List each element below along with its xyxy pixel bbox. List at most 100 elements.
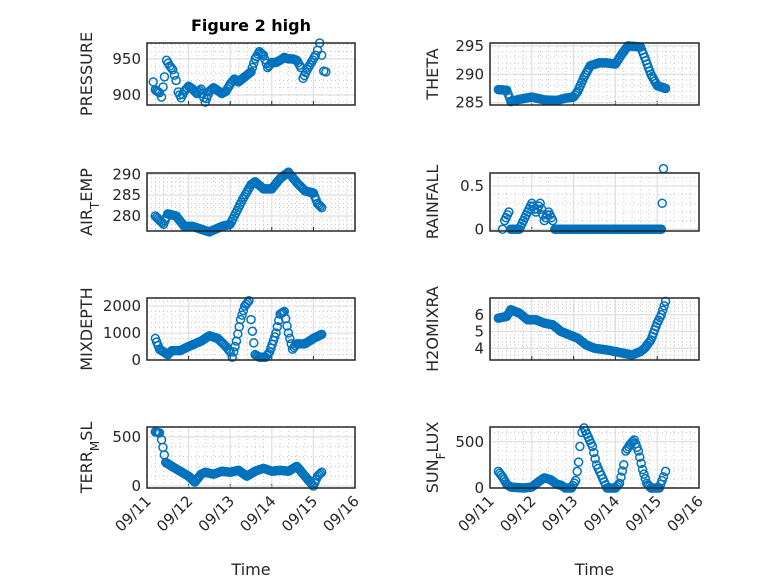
y-axis-label: SUNFLUX bbox=[423, 422, 448, 494]
data-point bbox=[660, 466, 671, 477]
data-point bbox=[228, 347, 239, 357]
data-point bbox=[247, 326, 258, 336]
x-tick-label: 09/15 bbox=[278, 492, 321, 535]
data-point bbox=[272, 322, 283, 332]
chart-title: Figure 2 high bbox=[191, 16, 311, 35]
x-axis-label: Time bbox=[230, 560, 270, 579]
y-tick-label: 2000 bbox=[103, 297, 141, 315]
y-tick-label: 0 bbox=[131, 351, 141, 369]
axes-box bbox=[146, 297, 356, 361]
y-axis-label: MIXDEPTH bbox=[77, 287, 96, 370]
y-tick-label: 500 bbox=[112, 428, 141, 446]
data-point bbox=[271, 328, 281, 338]
axes-box bbox=[489, 172, 700, 232]
y-axis-label: THETA bbox=[423, 48, 442, 100]
data-point bbox=[619, 460, 629, 470]
scatter-series bbox=[150, 167, 327, 237]
scatter-series bbox=[150, 295, 327, 363]
data-point bbox=[538, 210, 548, 220]
scatter-series bbox=[148, 38, 331, 107]
data-point bbox=[660, 83, 671, 94]
data-point bbox=[635, 452, 645, 462]
scatter-series bbox=[150, 427, 327, 491]
data-point bbox=[190, 87, 201, 97]
x-tick-label: 09/15 bbox=[622, 492, 665, 535]
data-point bbox=[658, 305, 668, 316]
y-tick-label: 1000 bbox=[103, 324, 141, 342]
y-tick-label: 0.5 bbox=[460, 177, 484, 195]
data-point bbox=[658, 163, 669, 174]
data-point bbox=[316, 50, 327, 61]
data-point bbox=[171, 75, 181, 86]
data-point bbox=[573, 457, 584, 467]
y-tick-label: 280 bbox=[112, 207, 141, 225]
subplot-sun-flux: 0 500 SUNFLUX 09/1109/1209/1309/1409/1509/1… bbox=[423, 422, 707, 579]
y-tick-label: 285 bbox=[112, 186, 141, 204]
data-point bbox=[148, 77, 158, 87]
x-tick-label: 09/12 bbox=[153, 492, 196, 535]
data-point bbox=[658, 472, 669, 482]
y-tick-label: 950 bbox=[112, 50, 141, 68]
data-point bbox=[315, 468, 326, 479]
data-point bbox=[535, 198, 545, 209]
data-point bbox=[225, 347, 235, 357]
y-tick-label: 0 bbox=[131, 477, 141, 495]
data-point bbox=[246, 314, 256, 325]
y-tick-label: 295 bbox=[455, 37, 484, 55]
data-point bbox=[616, 472, 626, 482]
y-tick-label: 0 bbox=[474, 479, 484, 497]
axes-box bbox=[489, 297, 700, 361]
x-tick-label: 09/14 bbox=[236, 492, 279, 535]
data-point bbox=[316, 202, 327, 213]
data-point bbox=[314, 200, 324, 210]
data-point bbox=[263, 348, 274, 359]
y-tick-label: 5 bbox=[474, 323, 484, 341]
y-axis-label: AIRTEMP bbox=[77, 168, 102, 236]
data-point bbox=[316, 329, 327, 340]
data-point bbox=[283, 328, 294, 338]
y-tick-label: 290 bbox=[455, 65, 484, 83]
x-tick-label: 09/11 bbox=[455, 492, 498, 535]
data-point bbox=[158, 442, 168, 453]
subplot-pressure: 900 950 PRESSURE Figure 2 high bbox=[77, 16, 356, 116]
data-point bbox=[659, 301, 669, 311]
data-point bbox=[587, 441, 598, 452]
subplot-theta: 285 290 295 THETA bbox=[423, 37, 700, 112]
axes-box bbox=[146, 172, 356, 232]
data-point bbox=[235, 314, 246, 325]
data-point bbox=[246, 67, 256, 77]
data-point bbox=[637, 464, 648, 475]
subplot-air-temp: 280 285 290 AIRTEMP bbox=[77, 165, 356, 237]
data-point bbox=[237, 310, 247, 320]
scatter-series bbox=[497, 163, 669, 235]
data-point bbox=[196, 84, 206, 94]
data-point bbox=[230, 341, 240, 352]
data-point bbox=[315, 201, 326, 211]
data-point bbox=[189, 85, 199, 96]
data-point bbox=[316, 467, 327, 478]
data-point bbox=[321, 67, 331, 77]
axes-box bbox=[146, 42, 356, 106]
x-tick-label: 09/16 bbox=[664, 492, 707, 535]
y-tick-label: 285 bbox=[455, 94, 484, 112]
axes-box bbox=[489, 426, 700, 489]
y-axis-label: H2OMIXRA bbox=[423, 286, 442, 372]
data-point bbox=[636, 458, 646, 469]
x-tick-label: 09/13 bbox=[195, 492, 238, 535]
data-point bbox=[504, 207, 514, 217]
data-point bbox=[656, 224, 667, 235]
data-point bbox=[249, 338, 259, 348]
y-tick-label: 4 bbox=[474, 339, 484, 357]
data-point bbox=[589, 447, 599, 458]
data-point bbox=[159, 450, 170, 460]
data-point bbox=[193, 87, 204, 97]
data-point bbox=[310, 50, 321, 61]
data-point bbox=[169, 70, 180, 80]
y-tick-label: 0 bbox=[474, 220, 484, 238]
subplot-h2omixra: 456 H2OMIXRA bbox=[423, 286, 700, 372]
subplot-rainfall: 0 0.5 RAINFALL bbox=[423, 163, 700, 239]
y-axis-label: PRESSURE bbox=[77, 32, 96, 116]
axes-box bbox=[146, 426, 356, 489]
scatter-series bbox=[493, 41, 671, 107]
